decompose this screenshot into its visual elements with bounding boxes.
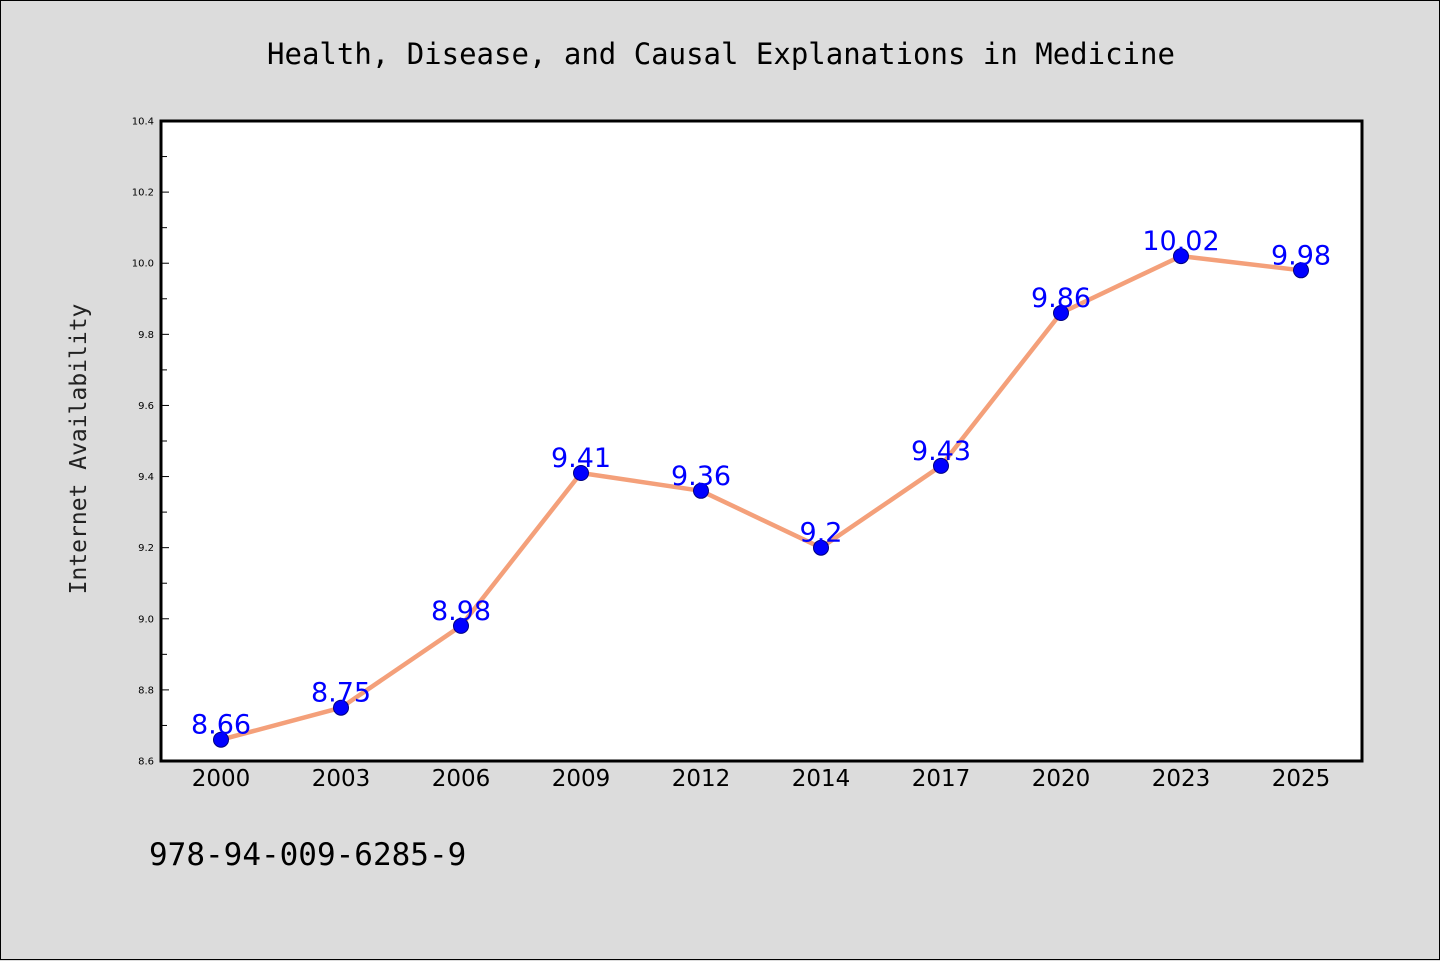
data-label: 10.02 — [1142, 226, 1219, 257]
data-point — [813, 539, 829, 556]
y-tick-label: 9.2 — [138, 543, 154, 554]
data-label: 8.66 — [191, 710, 251, 741]
data-point — [333, 699, 349, 716]
x-tick-label: 2020 — [1032, 766, 1091, 792]
y-tick-label: 9.0 — [138, 614, 154, 625]
data-label: 9.86 — [1031, 283, 1091, 314]
data-point — [213, 731, 229, 748]
x-tick-label: 2017 — [912, 766, 971, 792]
y-tick-label: 8.8 — [138, 685, 154, 696]
y-tick-label: 9.8 — [138, 330, 154, 341]
data-point — [1173, 248, 1189, 265]
x-tick-label: 2023 — [1152, 766, 1211, 792]
data-label: 9.41 — [551, 443, 611, 474]
data-labels: 8.66 8.75 8.98 9.41 9.36 9.2 9.43 9.86 10.02 9.98 — [191, 226, 1331, 741]
x-tick-label: 2014 — [792, 766, 851, 792]
data-label: 9.36 — [671, 461, 731, 492]
series-line — [218, 253, 1304, 742]
data-point — [933, 457, 949, 474]
data-label: 8.98 — [431, 596, 491, 627]
data-label: 9.2 — [800, 518, 843, 549]
isbn-footer: 978-94-009-6285-9 — [149, 837, 466, 873]
chart-title: Health, Disease, and Causal Explanations… — [267, 37, 1175, 71]
plot-area — [159, 119, 1364, 763]
data-point — [573, 465, 589, 481]
x-axis: 2000 2003 2006 2009 2012 2014 2017 2020 2023 2025 — [192, 766, 1331, 792]
x-tick-label: 2000 — [192, 766, 251, 792]
data-label: 9.43 — [911, 436, 971, 467]
data-label: 8.75 — [311, 678, 371, 709]
y-axis-label: Internet Availability — [66, 304, 92, 595]
x-tick-label: 2006 — [432, 766, 491, 792]
data-label: 9.98 — [1271, 240, 1331, 271]
y-axis: 8.6 8.8 9.0 9.2 9.4 9.6 9.8 10.0 10.2 10.4 — [132, 117, 169, 768]
y-tick-label: 9.6 — [138, 401, 154, 412]
y-tick-label: 10.2 — [132, 188, 154, 199]
series-group — [213, 248, 1309, 748]
x-tick-label: 2009 — [552, 766, 611, 792]
y-tick-label: 9.4 — [138, 472, 154, 483]
data-point — [1293, 262, 1309, 279]
y-tick-label: 10.0 — [132, 259, 154, 270]
y-tick-label: 8.6 — [138, 757, 154, 768]
data-point — [693, 482, 709, 499]
data-point — [1053, 305, 1069, 321]
x-tick-label: 2003 — [312, 766, 371, 792]
x-tick-label: 2012 — [672, 766, 731, 792]
x-tick-label: 2025 — [1272, 766, 1331, 792]
data-point — [453, 617, 469, 634]
y-tick-label: 10.4 — [132, 117, 154, 128]
